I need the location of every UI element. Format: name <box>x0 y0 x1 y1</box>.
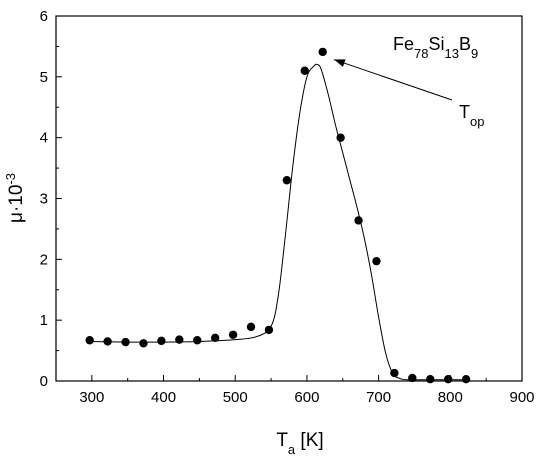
y-axis-title-sup: -3 <box>3 173 18 185</box>
data-point <box>85 336 94 345</box>
data-point <box>318 47 327 57</box>
data-point <box>139 339 148 348</box>
y-tick-label: 1 <box>40 312 48 329</box>
x-tick-label: 700 <box>366 389 391 406</box>
data-points <box>85 47 471 384</box>
data-point <box>193 336 202 345</box>
data-point <box>282 176 292 185</box>
x-axis-title: Ta [K] <box>276 430 323 457</box>
data-point <box>372 256 381 266</box>
x-axis-title-sub: a <box>288 442 296 457</box>
data-point <box>443 374 453 384</box>
x-tick-label: 900 <box>509 389 534 406</box>
y-tick-label: 4 <box>40 130 48 147</box>
data-point <box>246 322 256 332</box>
data-point <box>103 337 112 346</box>
fit-curve <box>89 63 465 381</box>
y-axis-title-main: μ·10 <box>6 185 27 223</box>
x-tick-label: 500 <box>223 389 248 406</box>
data-point <box>300 66 309 75</box>
y-tick-label: 6 <box>40 8 48 25</box>
data-point <box>175 335 184 344</box>
top-arrow-line <box>333 59 453 101</box>
data-point <box>461 374 471 384</box>
y-tick-label: 3 <box>40 191 48 208</box>
x-tick-label: 400 <box>151 389 176 406</box>
axis-ticks: 300 400 500 600 700 800 900 0 1 2 3 4 5 6 <box>40 8 535 406</box>
y-tick-label: 5 <box>40 69 48 86</box>
data-point <box>336 133 345 142</box>
data-point <box>264 325 274 335</box>
y-axis-title: μ·10-3 <box>3 173 28 223</box>
compound-label: Fe78Si13B9 <box>393 34 478 61</box>
top-arrow-head <box>333 59 346 67</box>
data-point <box>426 374 435 384</box>
data-point <box>408 373 417 383</box>
x-axis-title-unit: [K] <box>295 430 324 451</box>
y-tick-label: 2 <box>40 251 48 268</box>
x-tick-label: 300 <box>79 389 104 406</box>
x-tick-label: 800 <box>438 389 463 406</box>
data-point <box>354 216 363 225</box>
x-tick-label: 600 <box>294 389 319 406</box>
data-point <box>210 333 220 343</box>
top-annotation: Top <box>333 59 484 129</box>
data-point <box>121 337 130 347</box>
top-label: Top <box>459 102 484 129</box>
x-axis-title-main: T <box>276 430 288 451</box>
y-tick-label: 0 <box>40 373 48 390</box>
data-point <box>390 368 399 378</box>
data-point <box>228 330 238 339</box>
fit-line <box>89 63 465 381</box>
data-point <box>157 336 166 346</box>
